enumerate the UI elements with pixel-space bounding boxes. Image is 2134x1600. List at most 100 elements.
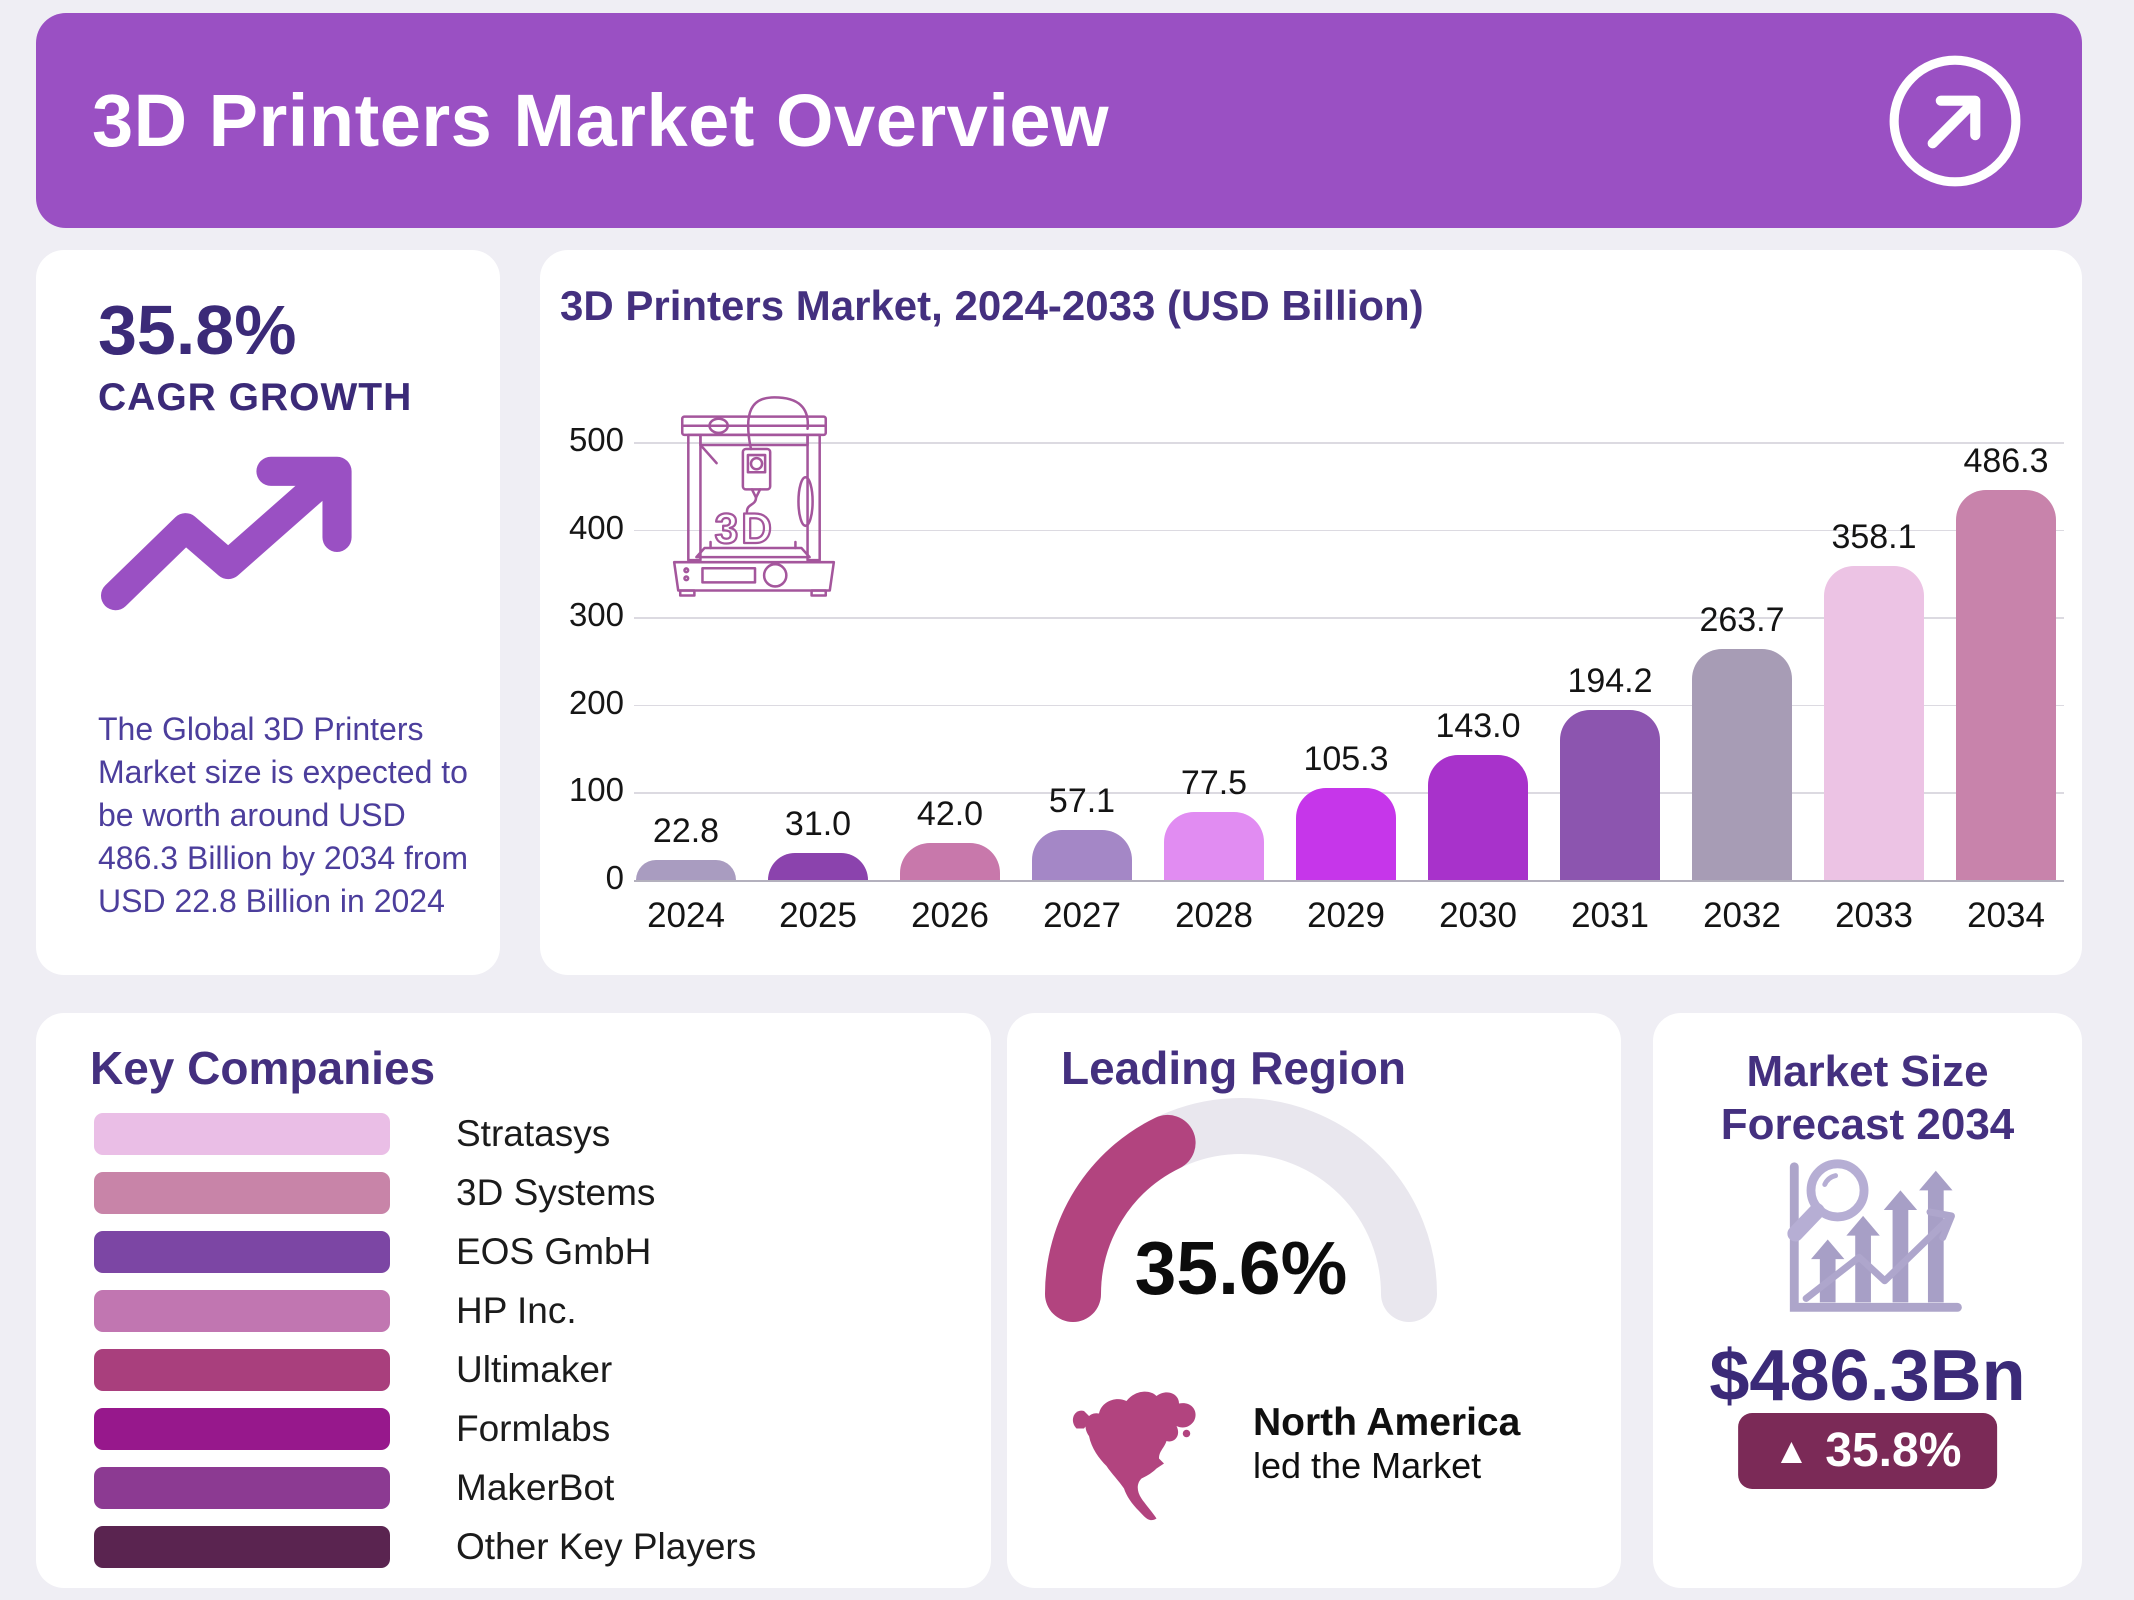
legend-swatch: [94, 1349, 390, 1391]
legend-swatch: [94, 1113, 390, 1155]
x-axis-label-2034: 2034: [1967, 896, 2045, 935]
key-companies-title: Key Companies: [90, 1042, 436, 1094]
bar-value-label: 105.3: [1303, 739, 1389, 778]
growth-badge: ▲ 35.8%: [1737, 1413, 1998, 1489]
forecast-title: Market Size Forecast 2034: [1653, 1045, 2082, 1151]
bar-column-2032: 263.7 2032: [1692, 442, 1792, 935]
x-axis-label-2029: 2029: [1307, 896, 1385, 935]
cagr-label: CAGR GROWTH: [98, 376, 413, 419]
bar-2030: [1428, 754, 1528, 880]
trend-up-icon: [100, 456, 352, 611]
legend-label: Stratasys: [456, 1113, 611, 1154]
printer-3d-icon: 3D: [672, 396, 836, 597]
bar-column-2029: 105.3 2029: [1296, 442, 1396, 935]
bar-value-label: 194.2: [1567, 661, 1653, 700]
x-axis-label-2030: 2030: [1439, 896, 1517, 935]
bar-value-label: 486.3: [1963, 442, 2049, 480]
cagr-value: 35.8%: [98, 291, 297, 369]
legend-label: Formlabs: [456, 1408, 611, 1449]
forecast-chart-icon: [1786, 1159, 1962, 1312]
leading-region-title: Leading Region: [1061, 1042, 1406, 1094]
bar-2033: [1824, 566, 1924, 880]
grid-line-200: [634, 704, 2064, 707]
cagr-card: 35.8% CAGR GROWTH The Global 3D Printers…: [36, 250, 500, 975]
bar-value-label: 143.0: [1435, 706, 1521, 745]
companies-legend: Stratasys 3D Systems EOS GmbH HP Inc. Ultima…: [94, 1113, 756, 1568]
legend-item: Other Key Players: [94, 1526, 756, 1568]
forecast-title-line2: Forecast 2034: [1720, 1100, 2015, 1149]
bar-column-2024: 22.8 2024: [636, 442, 736, 935]
grid-line-300: [634, 617, 2064, 619]
y-axis-tick-100: 100: [568, 771, 624, 809]
legend-swatch: [94, 1172, 390, 1214]
legend-label: Other Key Players: [456, 1526, 757, 1567]
bar-value-label: 358.1: [1831, 518, 1917, 557]
bar-2026: [900, 843, 1000, 880]
legend-item: EOS GmbH: [94, 1231, 756, 1273]
bar-column-2031: 194.2 2031: [1560, 442, 1660, 935]
legend-label: EOS GmbH: [456, 1231, 652, 1272]
x-axis-label-2032: 2032: [1703, 896, 1781, 935]
market-size-forecast-card: Market Size Forecast 2034 $486.3Bn ▲ 35.…: [1653, 1013, 2082, 1588]
gauge-value-arc: [1045, 1114, 1196, 1322]
legend-label: 3D Systems: [456, 1172, 656, 1213]
grid-line-0: [634, 880, 2064, 882]
legend-swatch: [94, 1290, 390, 1332]
legend-item: MakerBot: [94, 1467, 756, 1509]
header: 3D Printers Market Overview: [36, 13, 2082, 228]
cagr-description: The Global 3D Printers Market size is ex…: [98, 711, 468, 919]
bar-value-label: 77.5: [1180, 764, 1248, 803]
grid-line-500: [634, 442, 2064, 444]
bar-value-label: 22.8: [652, 812, 720, 850]
triangle-up-icon: ▲: [1773, 1430, 1810, 1471]
legend-swatch: [94, 1526, 390, 1568]
bar-column-2028: 77.5 2028: [1164, 442, 1264, 935]
bar-2034: [1956, 490, 2056, 880]
forecast-title-line1: Market Size: [1746, 1047, 1989, 1096]
bar-plot: 22.8 2024 31.0 2025 42.0 2026 57.1 2027 77.5 2028…: [636, 442, 2056, 935]
legend-item: Ultimaker: [94, 1349, 756, 1391]
region-share-gauge: [1045, 1098, 1437, 1322]
legend-item: Formlabs: [94, 1408, 756, 1450]
bar-2027: [1032, 830, 1132, 880]
legend-swatch: [94, 1467, 390, 1509]
y-axis-tick-200: 200: [568, 683, 624, 721]
bar-column-2026: 42.0 2026: [900, 442, 1000, 935]
y-axis-tick-500: 500: [568, 421, 624, 458]
bar-value-label: 31.0: [784, 804, 852, 843]
region-text: North America led the Market: [1253, 1401, 1520, 1487]
bar-2031: [1560, 709, 1660, 880]
bar-2025: [768, 852, 868, 880]
legend-item: Stratasys: [94, 1113, 756, 1155]
legend-label: Ultimaker: [456, 1349, 613, 1390]
legend-swatch: [94, 1231, 390, 1273]
chart-title: 3D Printers Market, 2024-2033 (USD Billi…: [560, 282, 1424, 329]
legend-item: HP Inc.: [94, 1290, 756, 1332]
y-axis-tick-0: 0: [605, 859, 624, 896]
bar-column-2030: 143.0 2030: [1428, 442, 1528, 935]
bar-value-label: 57.1: [1048, 782, 1116, 820]
bar-column-2034: 486.3 2034: [1956, 442, 2056, 935]
page-title: 3D Printers Market Overview: [92, 79, 1110, 162]
growth-label: 35.8%: [1825, 1424, 1962, 1477]
bar-column-2025: 31.0 2025: [768, 442, 868, 935]
forecast-value: $486.3Bn: [1709, 1336, 2026, 1416]
region-name: North America: [1253, 1401, 1521, 1444]
bar-2024: [636, 860, 736, 880]
bar-2029: [1296, 787, 1396, 880]
legend-swatch: [94, 1408, 390, 1450]
legend-label: MakerBot: [456, 1467, 615, 1508]
bar-2028: [1164, 812, 1264, 880]
x-axis-label-2031: 2031: [1571, 896, 1649, 935]
legend-label: HP Inc.: [456, 1290, 577, 1331]
x-axis-label-2033: 2033: [1835, 896, 1913, 935]
arrow-up-right-icon[interactable]: [1884, 50, 2026, 192]
legend-item: 3D Systems: [94, 1172, 756, 1214]
x-axis-label-2026: 2026: [911, 896, 989, 935]
bar-column-2033: 358.1 2033: [1824, 442, 1924, 935]
x-axis-label-2027: 2027: [1043, 896, 1121, 935]
bar-2032: [1692, 649, 1792, 880]
x-axis-label-2024: 2024: [647, 896, 725, 935]
svg-text:3D: 3D: [715, 505, 775, 552]
